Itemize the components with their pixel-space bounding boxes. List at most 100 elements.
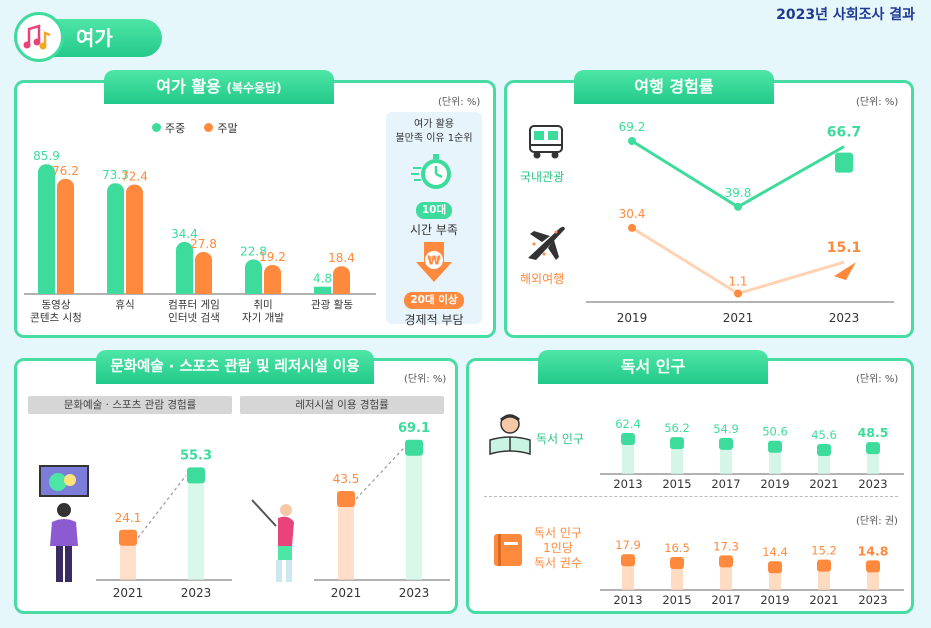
music-icon bbox=[14, 12, 64, 62]
leisure-data-label: 34.4 bbox=[171, 227, 198, 241]
books-icon-marker bbox=[719, 555, 733, 568]
bus-icon bbox=[524, 122, 568, 166]
reading-data-label: 56.2 bbox=[664, 421, 690, 435]
reading-year-label: 2019 bbox=[760, 477, 789, 491]
report-title: 2023년 사회조사 결과 bbox=[776, 7, 915, 23]
travel-year-label: 2019 bbox=[617, 311, 648, 325]
airplane-icon bbox=[524, 222, 568, 268]
leisure-bar bbox=[195, 251, 212, 294]
books-data-label: 16.5 bbox=[664, 541, 690, 555]
travel-point bbox=[734, 202, 742, 211]
reading-tab: 독서 인구 bbox=[538, 350, 768, 384]
reading-data-label: 48.5 bbox=[858, 425, 889, 440]
culture-data-label: 24.1 bbox=[115, 511, 142, 525]
travel-panel bbox=[504, 80, 914, 338]
book-icon bbox=[488, 530, 528, 574]
reading-row2-label-line2: 1인당 bbox=[543, 541, 573, 555]
leisure-bar bbox=[38, 164, 55, 294]
reason-age-tag-adults: 20대 이상 bbox=[404, 292, 464, 309]
leisure-bar-base bbox=[314, 286, 331, 294]
leisure-facility-icon-marker bbox=[405, 439, 423, 456]
reading-row2-label-line3: 독서 권수 bbox=[534, 556, 582, 570]
culture-year-label: 2021 bbox=[113, 586, 144, 600]
leisure-bar-base bbox=[333, 284, 350, 294]
reader-icon bbox=[486, 410, 534, 462]
books-data-label: 14.8 bbox=[858, 543, 889, 558]
books-icon-marker bbox=[817, 559, 831, 572]
reading-data-label: 62.4 bbox=[615, 417, 641, 431]
culture-subtitle-1: 문화예술 · 스포츠 관람 경험률 bbox=[28, 396, 232, 414]
leisure-category-label: 동영상 bbox=[42, 299, 71, 311]
overseas-label: 해외여행 bbox=[520, 272, 565, 286]
books-year-label: 2017 bbox=[711, 593, 740, 607]
culture-bar bbox=[188, 469, 204, 580]
culture-unit: (단위: %) bbox=[404, 374, 447, 385]
culture-subtitle-2: 레저시설 이용 경험률 bbox=[240, 396, 444, 414]
leisure-bar-base bbox=[264, 284, 281, 294]
leisure-facility-bar bbox=[338, 493, 354, 580]
reading-year-label: 2013 bbox=[613, 477, 642, 491]
leisure-facility-bar-chart: 43.5 2021 69.1 2023 bbox=[314, 421, 450, 600]
travel-data-label: 1.1 bbox=[728, 275, 747, 289]
weekend-legend-label: 주말 bbox=[217, 121, 238, 135]
books-data-label: 14.4 bbox=[762, 545, 788, 559]
books-icon-marker bbox=[670, 557, 684, 569]
reading-unit-books: (단위: 권) bbox=[856, 516, 898, 527]
books-data-label: 17.3 bbox=[713, 539, 739, 553]
books-year-label: 2019 bbox=[760, 593, 789, 607]
leisure-unit: (단위: %) bbox=[438, 97, 481, 108]
leisure-legend: 주중 주말 bbox=[152, 117, 252, 136]
reading-year-label: 2017 bbox=[711, 477, 740, 491]
leisure-bar-base bbox=[245, 284, 262, 294]
reading-data-label: 54.9 bbox=[713, 422, 739, 436]
culture-icon-marker bbox=[187, 467, 205, 484]
books-year-label: 2021 bbox=[809, 593, 838, 607]
leisure-category-label: 컴퓨터 게임 bbox=[168, 298, 220, 311]
travel-data-label: 66.7 bbox=[827, 125, 862, 141]
leisure-data-label: 18.4 bbox=[328, 251, 355, 265]
leisure-data-label: 22.8 bbox=[240, 245, 267, 259]
leisure-bar bbox=[126, 184, 143, 294]
golfer-illustration bbox=[246, 496, 306, 590]
travel-unit: (단위: %) bbox=[856, 97, 899, 108]
reading-panel bbox=[466, 358, 914, 614]
leisure-category-label: 인터넷 검색 bbox=[168, 312, 220, 324]
books-per-person-chart: 17.9 2013 16.5 2015 17.3 2017 14.4 2019 15.2 2021… bbox=[600, 538, 904, 607]
reason-heading-1: 여가 활용 bbox=[414, 119, 454, 130]
books-icon-marker bbox=[768, 561, 782, 574]
leisure-subtitle: (복수응답) bbox=[226, 81, 282, 95]
leisure-bar bbox=[107, 183, 124, 294]
travel-year-label: 2023 bbox=[829, 311, 860, 325]
leisure-bar-base bbox=[176, 284, 193, 294]
leisure-facility-trend-line bbox=[355, 447, 405, 500]
leisure-facility-year-label: 2021 bbox=[331, 586, 362, 600]
reason-heading-2: 불만족 이유 1순위 bbox=[395, 133, 473, 144]
leisure-category-label: 콘텐츠 시청 bbox=[30, 312, 82, 324]
section-title: 여가 bbox=[54, 19, 162, 57]
reading-year-label: 2021 bbox=[809, 477, 838, 491]
reading-row1-label: 독서 인구 bbox=[536, 432, 584, 446]
travel-data-label: 15.1 bbox=[827, 240, 862, 256]
leisure-data-label: 85.9 bbox=[33, 149, 60, 163]
books-data-label: 17.9 bbox=[615, 538, 641, 552]
leisure-data-label: 4.8 bbox=[313, 272, 332, 286]
books-icon-marker bbox=[866, 560, 880, 573]
reading-icon-marker bbox=[670, 437, 684, 450]
dissatisfaction-reason-box: 여가 활용 불만족 이유 1순위 10대 시간 부족 ₩ 20대 이상 경제적 … bbox=[386, 112, 482, 327]
reading-row2-label-line1: 독서 인구 bbox=[534, 526, 582, 540]
travel-year-label: 2021 bbox=[723, 311, 754, 325]
leisure-data-label: 76.2 bbox=[52, 164, 79, 178]
travel-data-label: 69.2 bbox=[619, 120, 646, 134]
culture-tab: 문화예술 · 스포츠 관람 및 레저시설 이용 bbox=[96, 350, 374, 384]
culture-bar-chart: 24.1 2021 55.3 2023 bbox=[96, 448, 232, 600]
leisure-category-label: 자기 개발 bbox=[242, 312, 284, 324]
leisure-bar-base bbox=[57, 284, 74, 294]
weekday-legend-dot bbox=[152, 123, 161, 132]
reading-population-chart: 62.4 2013 56.2 2015 54.9 2017 50.6 2019 45.6 2021… bbox=[600, 417, 904, 491]
books-year-label: 2023 bbox=[858, 593, 887, 607]
reading-divider bbox=[484, 496, 898, 497]
leisure-data-label: 19.2 bbox=[259, 250, 286, 264]
travel-data-label: 30.4 bbox=[619, 207, 646, 221]
won-arrow-icon: ₩ bbox=[416, 242, 452, 282]
